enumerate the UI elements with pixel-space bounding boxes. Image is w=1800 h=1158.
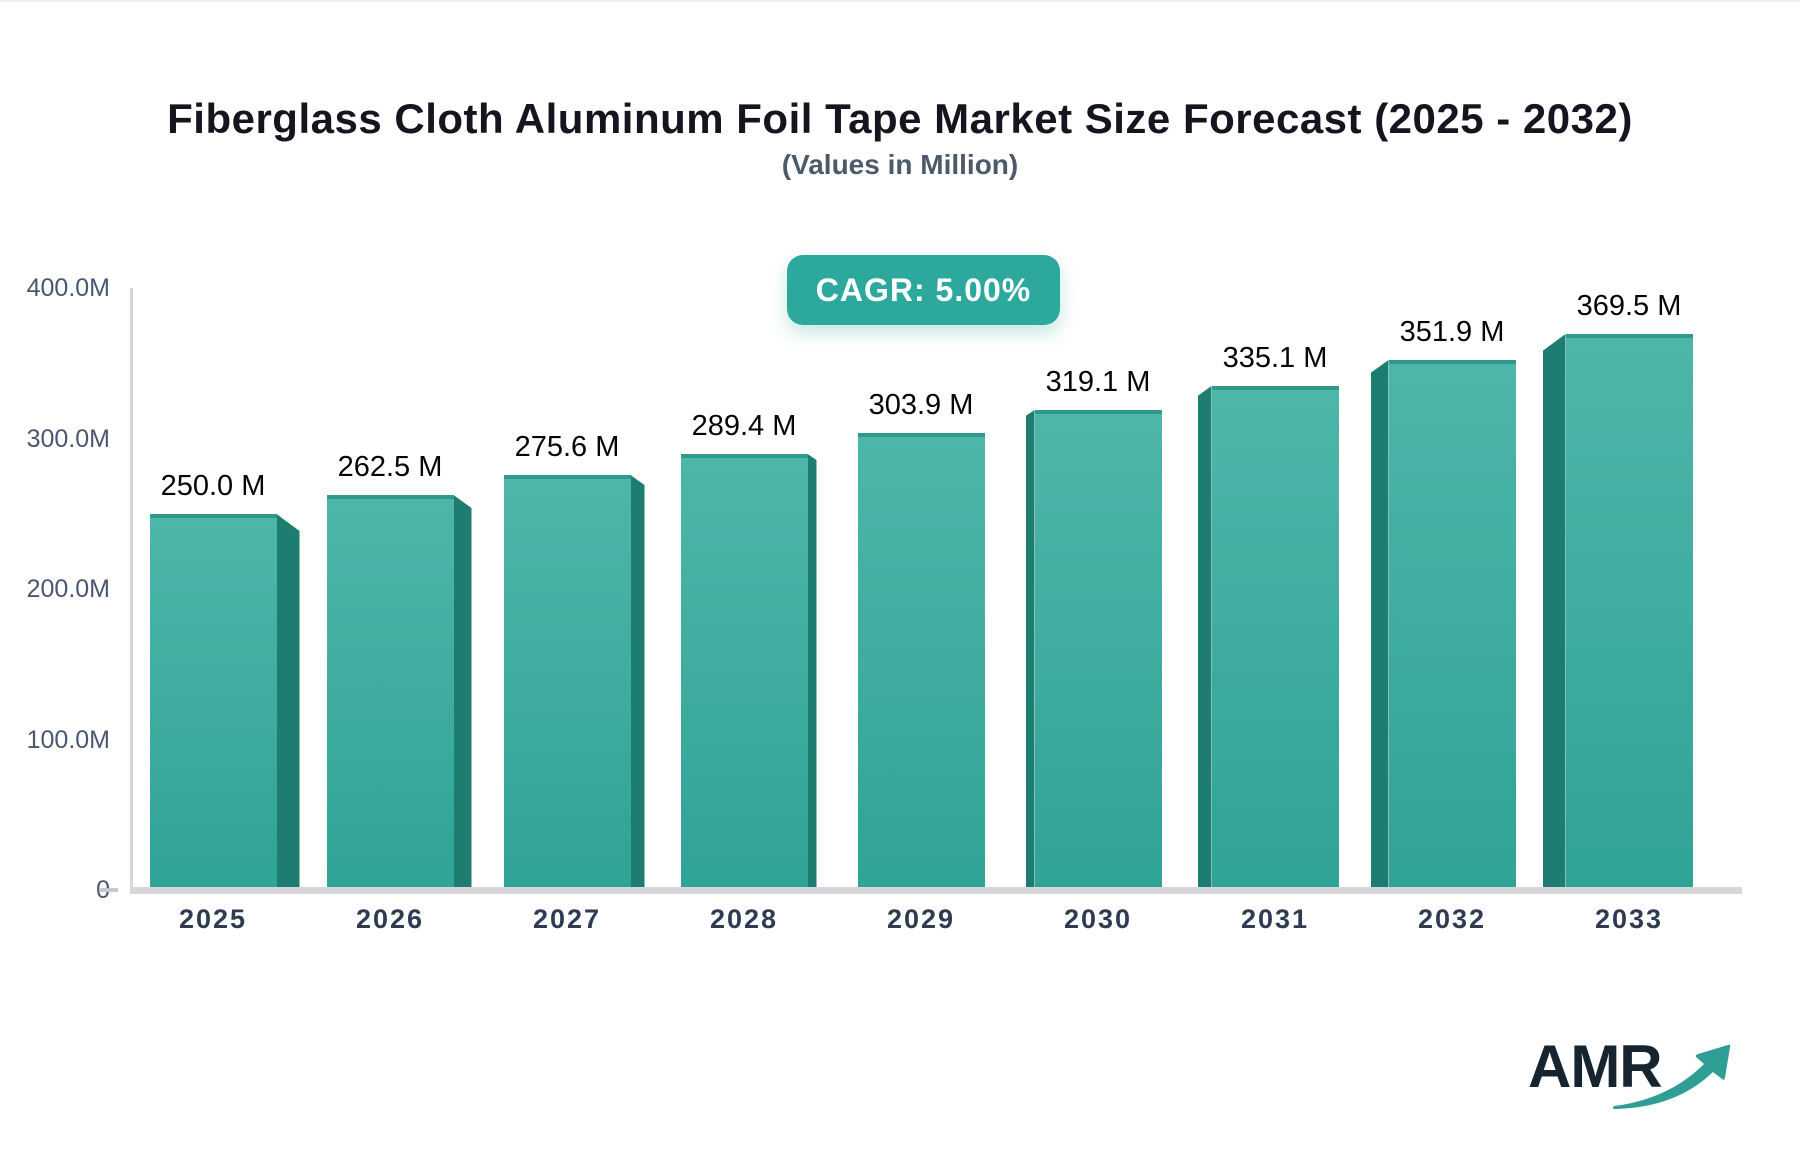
bar-2027-side	[630, 475, 645, 890]
bar-2029	[857, 433, 985, 890]
bar-2027	[503, 475, 631, 890]
bar-2031-side	[1197, 386, 1212, 890]
bar-2033-side	[1542, 334, 1566, 890]
bar-value-label-2032: 351.9 M	[1399, 316, 1505, 348]
chart-subtitle: (Values in Million)	[781, 149, 1019, 180]
bar-2032	[1388, 360, 1516, 890]
bar-2032-side	[1370, 360, 1389, 890]
bar-value-label-2025: 250.0 M	[160, 470, 266, 502]
bar-2030-side	[1025, 410, 1035, 890]
x-tick-label-2033: 2033	[1594, 904, 1664, 934]
bar-value-label-2033: 369.5 M	[1576, 290, 1682, 322]
x-tick-label-2031: 2031	[1240, 904, 1310, 934]
growth-arrow-icon	[1612, 1044, 1731, 1109]
bar-value-label-2029: 303.9 M	[868, 389, 974, 421]
x-tick-label-2032: 2032	[1417, 904, 1487, 934]
bar-value-label-2028: 289.4 M	[691, 410, 797, 442]
bar-2025-side	[276, 514, 300, 890]
bar-value-label-2027: 275.6 M	[514, 431, 620, 463]
x-axis-line	[130, 887, 1742, 894]
y-tick-mark-0	[99, 888, 118, 892]
bar-2028-side	[807, 454, 817, 890]
bar-2033	[1565, 334, 1693, 890]
bar-2026	[326, 495, 454, 890]
bar-2031	[1211, 386, 1339, 890]
bar-2025	[149, 514, 277, 890]
bar-value-label-2031: 335.1 M	[1222, 342, 1328, 374]
amr-logo-text: AMR	[1528, 1033, 1663, 1100]
y-tick-label-400: 400.0M	[26, 274, 110, 302]
x-tick-label-2030: 2030	[1063, 904, 1133, 934]
amr-logo: AMR	[1528, 1032, 1748, 1122]
bar-value-label-2026: 262.5 M	[337, 451, 443, 483]
x-tick-label-2028: 2028	[709, 904, 779, 934]
bar-2030	[1034, 410, 1162, 890]
y-tick-label-300: 300.0M	[26, 424, 110, 453]
x-tick-label-2029: 2029	[886, 904, 956, 934]
x-tick-label-2025: 2025	[178, 904, 248, 934]
bar-2026-side	[453, 495, 472, 890]
x-tick-label-2026: 2026	[355, 904, 425, 934]
cagr-badge: CAGR: 5.00%	[787, 255, 1060, 325]
bar-value-label-2030: 319.1 M	[1045, 366, 1151, 398]
x-tick-label-2027: 2027	[532, 904, 602, 934]
bar-2028	[680, 454, 808, 890]
y-tick-label-0: 0	[0, 877, 110, 903]
y-axis-line	[130, 288, 133, 890]
y-tick-label-100: 100.0M	[26, 725, 110, 754]
chart-title: Fiberglass Cloth Aluminum Foil Tape Mark…	[167, 95, 1633, 142]
y-tick-label-200: 200.0M	[26, 575, 110, 603]
